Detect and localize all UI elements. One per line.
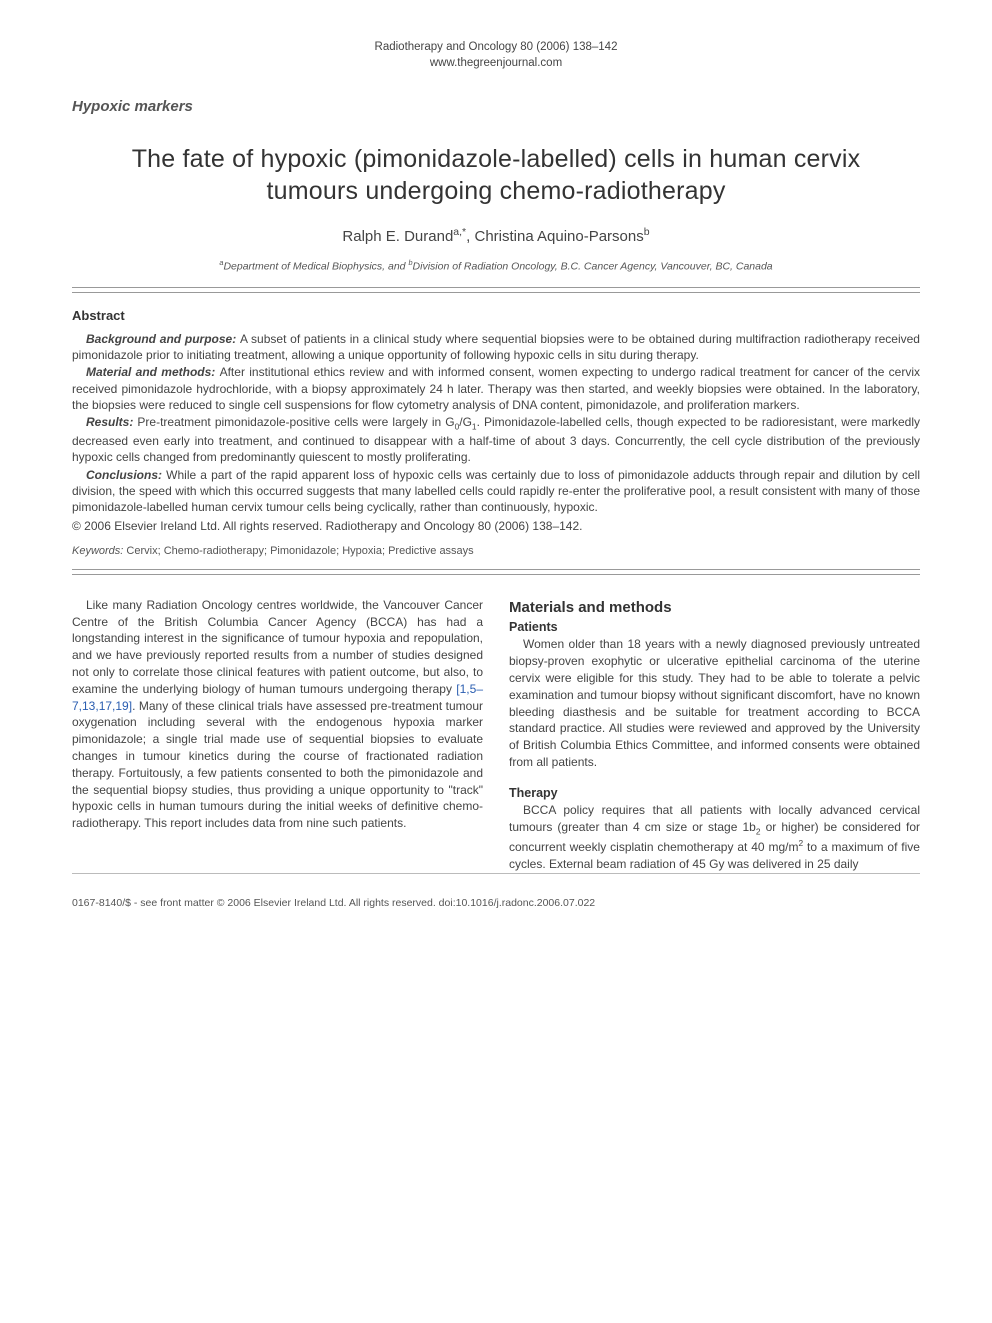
divider	[72, 287, 920, 288]
affiliation-line: aDepartment of Medical Biophysics, and b…	[72, 258, 920, 274]
journal-citation: Radiotherapy and Oncology 80 (2006) 138–…	[72, 40, 920, 56]
footer-meta: 0167-8140/$ - see front matter © 2006 El…	[72, 896, 920, 910]
right-column: Materials and methods Patients Women old…	[509, 597, 920, 873]
subsection-heading: Therapy	[509, 785, 920, 803]
article-category: Hypoxic markers	[72, 97, 920, 117]
abs-res-label: Results:	[86, 415, 137, 429]
abstract-heading: Abstract	[72, 307, 920, 325]
article-title: The fate of hypoxic (pimonidazole-labell…	[108, 143, 884, 207]
divider	[72, 574, 920, 575]
affil-text: Department of Medical Biophysics, and	[223, 260, 408, 272]
author-list: Ralph E. Duranda,*, Christina Aquino-Par…	[72, 225, 920, 247]
abs-con-text: While a part of the rapid apparent loss …	[72, 468, 920, 515]
abstract-block: Background and purpose: A subset of pati…	[72, 331, 920, 534]
patients-paragraph: Women older than 18 years with a newly d…	[509, 636, 920, 770]
affil-text: Division of Radiation Oncology, B.C. Can…	[413, 260, 773, 272]
abs-res-text: Pre-treatment pimonidazole-positive cell…	[137, 415, 454, 429]
copyright-line: © 2006 Elsevier Ireland Ltd. All rights …	[72, 518, 920, 534]
left-column: Like many Radiation Oncology centres wor…	[72, 597, 483, 873]
abs-con-label: Conclusions:	[86, 468, 166, 482]
section-heading: Materials and methods	[509, 597, 920, 618]
keywords-row: Keywords: Cervix; Chemo-radiotherapy; Pi…	[72, 544, 920, 559]
author-affil-sup: a,*	[453, 226, 466, 238]
subsection-heading: Patients	[509, 619, 920, 637]
therapy-paragraph: BCCA policy requires that all patients w…	[509, 802, 920, 873]
keywords-label: Keywords:	[72, 545, 123, 557]
keywords-text: Cervix; Chemo-radiotherapy; Pimonidazole…	[123, 545, 473, 557]
abs-mm-label: Material and methods:	[86, 365, 220, 379]
author-affil-sup: b	[644, 226, 650, 238]
divider	[72, 292, 920, 293]
footer-divider	[72, 873, 920, 874]
abs-bg-label: Background and purpose:	[86, 332, 240, 346]
journal-meta: Radiotherapy and Oncology 80 (2006) 138–…	[72, 40, 920, 71]
author-name: Christina Aquino-Parsons	[474, 228, 643, 245]
journal-url: www.thegreenjournal.com	[72, 56, 920, 72]
author-name: Ralph E. Durand	[342, 228, 453, 245]
body-columns: Like many Radiation Oncology centres wor…	[72, 597, 920, 873]
divider	[72, 569, 920, 570]
intro-paragraph: Like many Radiation Oncology centres wor…	[72, 597, 483, 832]
